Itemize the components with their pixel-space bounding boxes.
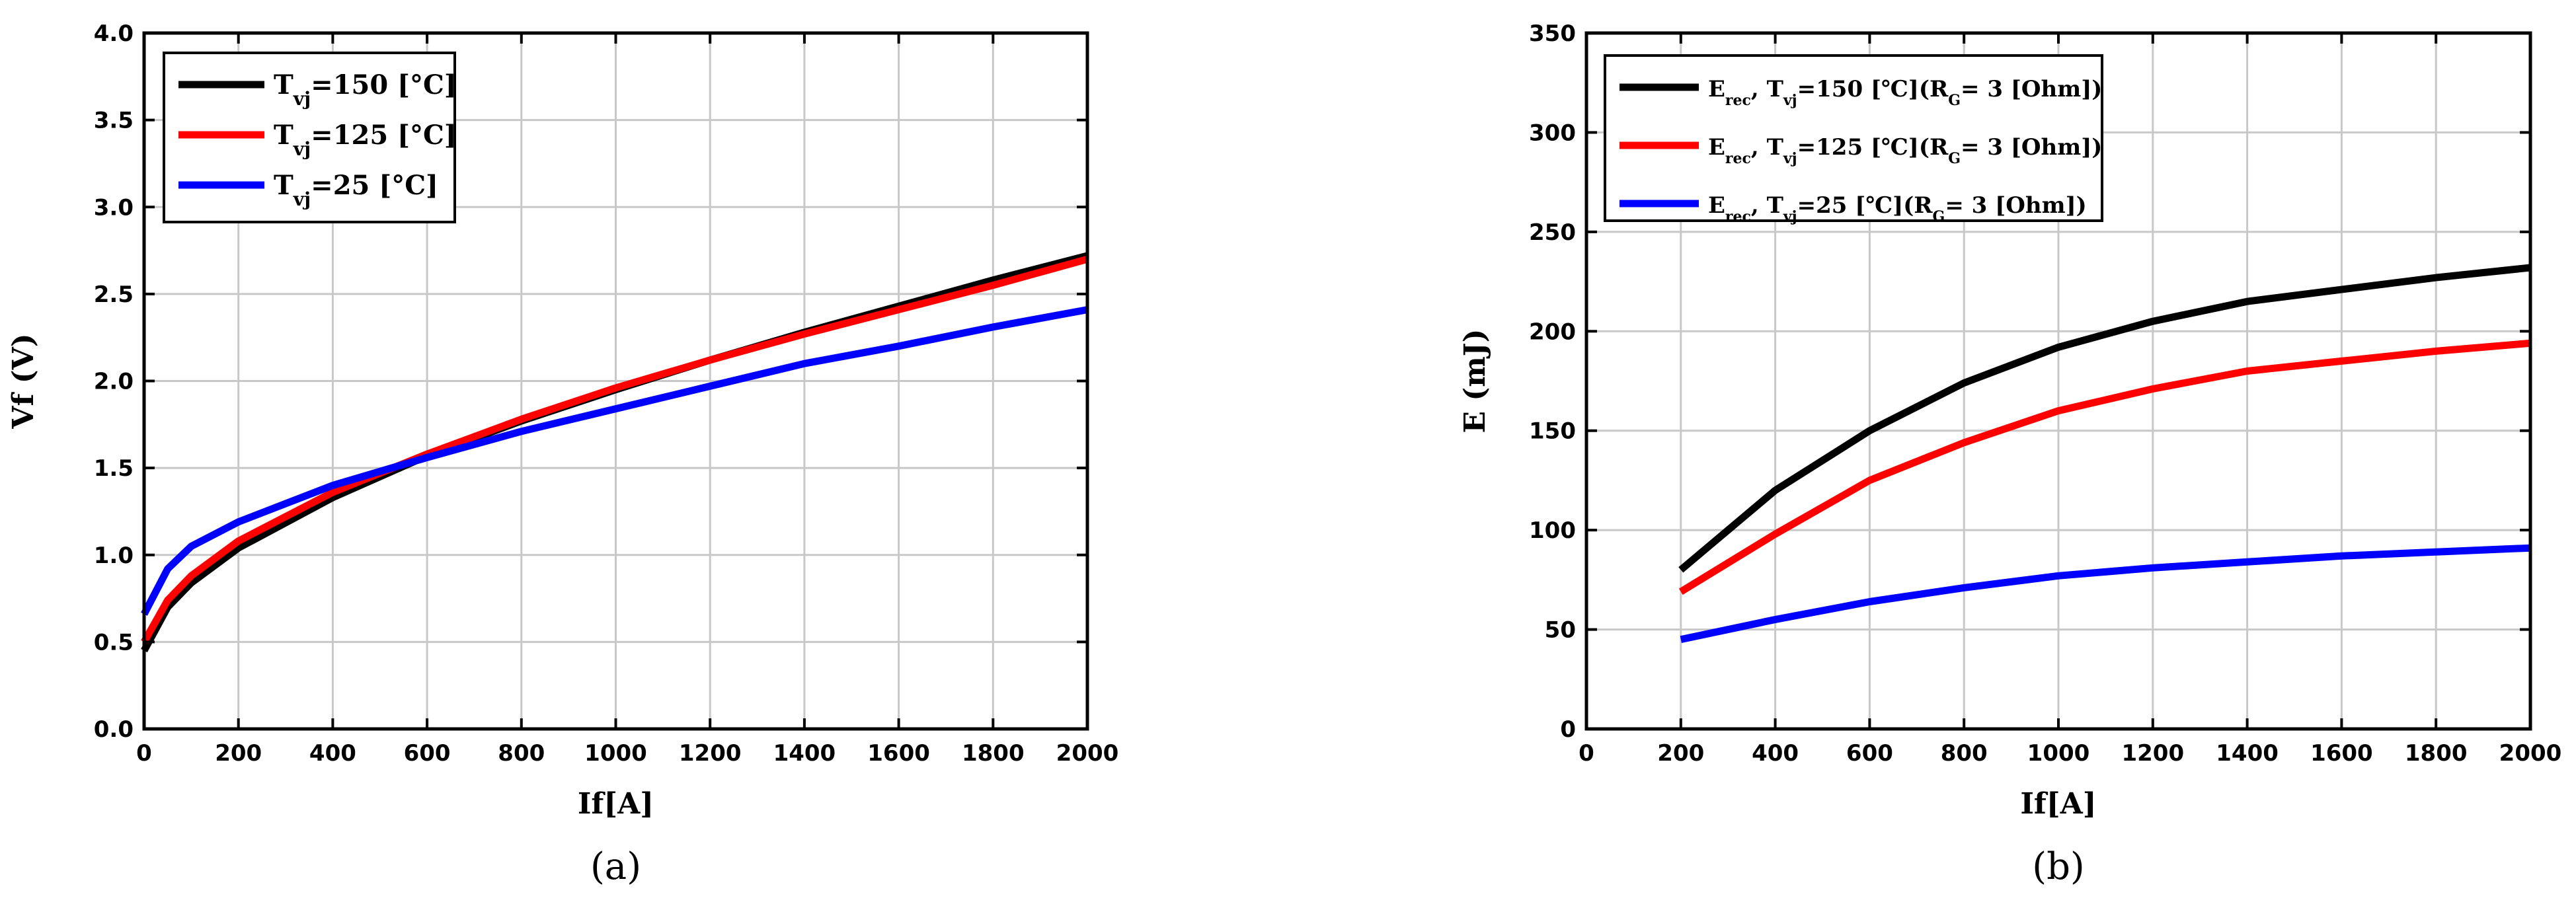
y-tick-label: 4.0 bbox=[94, 20, 134, 47]
y-axis-title: Vf (V) bbox=[7, 333, 40, 429]
legend: Erec, Tvj=150 [℃](RG= 3 [Ohm]) Erec, Tvj=… bbox=[1604, 54, 2103, 225]
legend-label-0: Erec, Tvj=150 [℃](RG= 3 [Ohm]) bbox=[1708, 76, 2102, 109]
chart-a: 0 200 400 600 800 1000 1200 1400 1600 1800 2000 0.0… bbox=[7, 20, 1118, 888]
legend-label-2: Erec, Tvj=25 [℃](RG= 3 [Ohm]) bbox=[1708, 192, 2087, 225]
series-group bbox=[141, 252, 1089, 653]
series-line-1 bbox=[141, 255, 1089, 644]
y-axis-title: E (mJ) bbox=[1458, 329, 1492, 434]
x-tick-label: 2000 bbox=[2499, 740, 2562, 767]
series-line-0 bbox=[1678, 264, 2531, 573]
x-tick-label: 400 bbox=[1752, 740, 1799, 767]
x-tick-label: 400 bbox=[309, 740, 356, 767]
y-tick-label: 350 bbox=[1529, 20, 1576, 47]
figure-caption: (b) bbox=[2032, 845, 2085, 888]
x-tick-label: 600 bbox=[1846, 740, 1893, 767]
y-tick-label: 300 bbox=[1529, 120, 1576, 146]
legend-label-0: Tvj=150 [°C] bbox=[274, 69, 457, 110]
x-tick-label: 600 bbox=[404, 740, 451, 767]
x-tick-label: 1600 bbox=[867, 740, 930, 767]
y-tick-label: 2.0 bbox=[94, 369, 134, 395]
x-axis-title: If[A] bbox=[2020, 787, 2096, 821]
series-line-1 bbox=[1678, 339, 2531, 595]
x-tick-label: 0 bbox=[1579, 740, 1594, 767]
x-tick-label: 200 bbox=[215, 740, 262, 767]
x-tick-label: 1600 bbox=[2310, 740, 2373, 767]
x-tick-label: 800 bbox=[498, 740, 545, 767]
y-tick-label: 3.5 bbox=[94, 108, 134, 134]
x-tick-label: 800 bbox=[1941, 740, 1988, 767]
x-tick-label: 1800 bbox=[2405, 740, 2468, 767]
x-tick-label: 1400 bbox=[2216, 740, 2279, 767]
x-tick-label: 1800 bbox=[962, 740, 1025, 767]
x-tick-label: 1000 bbox=[584, 740, 647, 767]
series-group bbox=[1678, 264, 2531, 643]
chart-b: 0 200 400 600 800 1000 1200 1400 1600 1800 2000 0 50… bbox=[1458, 20, 2561, 888]
x-tick-label: 2000 bbox=[1056, 740, 1119, 767]
ticks: 0 200 400 600 800 1000 1200 1400 1600 1800 2000 0.0… bbox=[94, 20, 1119, 767]
x-tick-label: 0 bbox=[136, 740, 152, 767]
y-tick-label: 2.5 bbox=[94, 282, 134, 308]
x-tick-label: 1200 bbox=[679, 740, 742, 767]
series-line-2 bbox=[1680, 544, 2531, 643]
y-tick-label: 1.0 bbox=[94, 543, 134, 569]
y-tick-label: 0.0 bbox=[94, 716, 134, 743]
x-tick-label: 1200 bbox=[2121, 740, 2184, 767]
legend-box bbox=[1604, 54, 2103, 222]
y-tick-label: 250 bbox=[1529, 219, 1576, 246]
y-tick-label: 200 bbox=[1529, 319, 1576, 345]
y-tick-label: 1.5 bbox=[94, 455, 134, 482]
x-axis-title: If[A] bbox=[578, 787, 654, 821]
ticks: 0 200 400 600 800 1000 1200 1400 1600 1800 2000 0 50… bbox=[1529, 20, 2561, 767]
y-tick-label: 100 bbox=[1529, 517, 1576, 544]
y-tick-label: 50 bbox=[1545, 617, 1576, 644]
legend: Tvj=150 [°C] Tvj=125 [°C] Tvj=25 [°C] bbox=[163, 52, 457, 223]
x-tick-label: 1400 bbox=[773, 740, 836, 767]
legend-label-1: Erec, Tvj=125 [℃](RG= 3 [Ohm]) bbox=[1708, 134, 2102, 167]
legend-label-2: Tvj=25 [°C] bbox=[274, 170, 438, 210]
y-tick-label: 150 bbox=[1529, 418, 1576, 445]
legend-label-1: Tvj=125 [°C] bbox=[274, 120, 457, 160]
y-tick-label: 0.5 bbox=[94, 629, 134, 656]
x-tick-label: 1000 bbox=[2027, 740, 2090, 767]
x-tick-label: 200 bbox=[1657, 740, 1704, 767]
y-tick-label: 3.0 bbox=[94, 194, 134, 221]
series-line-2 bbox=[141, 306, 1088, 616]
figure-caption: (a) bbox=[590, 845, 641, 888]
y-tick-label: 0 bbox=[1560, 716, 1576, 743]
